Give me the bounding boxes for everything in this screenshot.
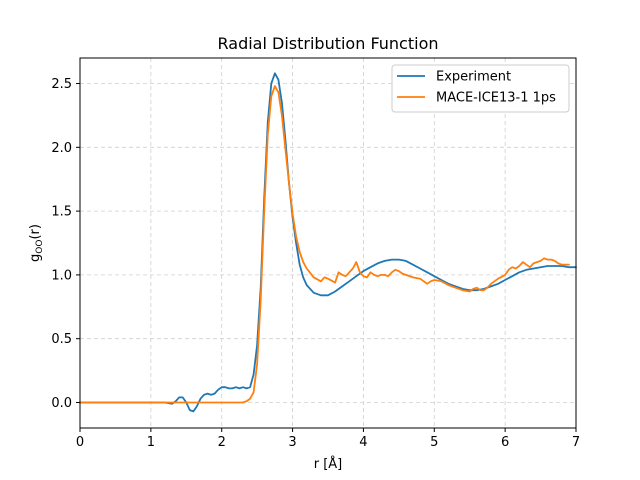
x-tick-label: 1	[147, 435, 155, 450]
legend: Experiment MACE-ICE13-1 1ps	[391, 64, 570, 113]
y-tick-label: 2.0	[51, 141, 72, 156]
x-axis-title: r [Å]	[314, 456, 343, 472]
y-tick-label: 0.0	[51, 396, 72, 411]
y-tick-label: 1.0	[51, 268, 72, 283]
x-axis: 0 1 2 3 4 5 6 7	[76, 428, 580, 450]
y-axis: 0.0 0.5 1.0 1.5 2.0 2.5	[51, 77, 80, 411]
series-line-experiment	[79, 72, 577, 413]
x-tick-label: 3	[288, 435, 296, 450]
grid	[79, 58, 577, 428]
plot-lines	[79, 72, 577, 413]
series-line-mace-ice13-1-1ps	[79, 85, 570, 404]
y-tick-label: 1.5	[51, 205, 72, 220]
y-axis-title: gOO(r)	[28, 224, 45, 262]
x-tick-label: 2	[218, 435, 226, 450]
legend-label: Experiment	[436, 70, 511, 85]
legend-label: MACE-ICE13-1 1ps	[436, 91, 556, 106]
y-tick-label: 2.5	[51, 77, 72, 92]
legend-box	[391, 64, 570, 113]
x-tick-label: 0	[76, 435, 84, 450]
chart-title: Radial Distribution Function	[218, 34, 439, 53]
x-tick-label: 7	[572, 435, 580, 450]
y-tick-label: 0.5	[51, 332, 72, 347]
x-tick-label: 6	[501, 435, 509, 450]
x-tick-label: 4	[359, 435, 367, 450]
plot-frame	[79, 57, 577, 429]
x-tick-label: 5	[430, 435, 438, 450]
